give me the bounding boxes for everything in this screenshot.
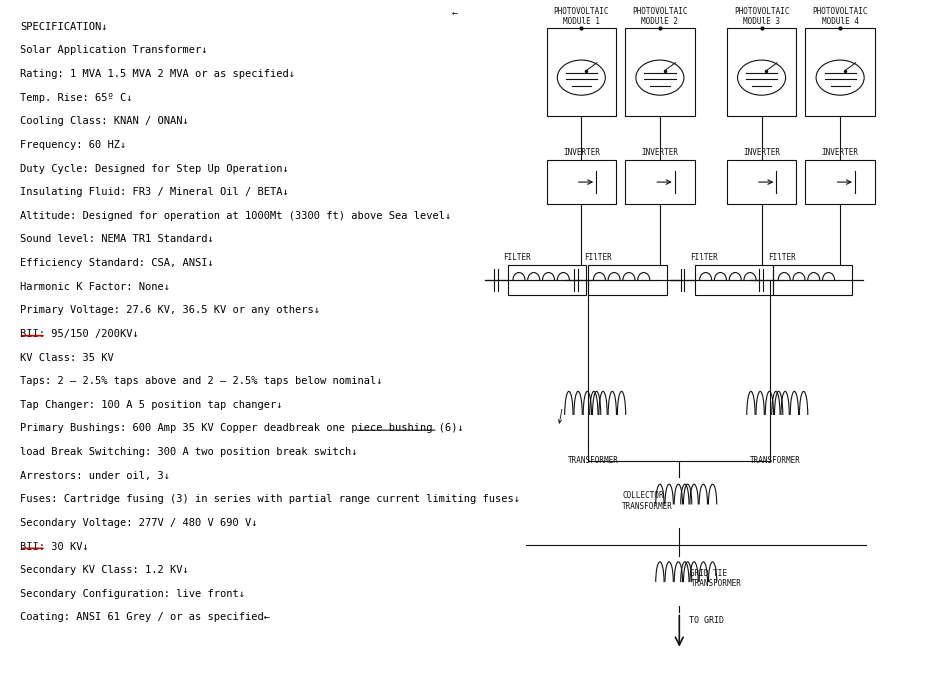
Bar (727, 160, 796, 204)
Text: load Break Switching: 300 A two position break switch↓: load Break Switching: 300 A two position… (19, 447, 358, 457)
Text: Harmonic K Factor: None↓: Harmonic K Factor: None↓ (19, 281, 170, 292)
Bar (589, 265, 667, 295)
Text: PHOTOVOLTAIC
MODUlE 2: PHOTOVOLTAIC MODUlE 2 (632, 7, 688, 26)
Text: SPECIFICATION↓: SPECIFICATION↓ (19, 22, 108, 32)
Text: Efficiency Standard: CSA, ANSI↓: Efficiency Standard: CSA, ANSI↓ (19, 258, 213, 268)
Text: Duty Cycle: Designed for Step Up Operation↓: Duty Cycle: Designed for Step Up Operati… (19, 163, 288, 174)
Text: Secondary Voltage: 277V / 480 V 690 V↓: Secondary Voltage: 277V / 480 V 690 V↓ (19, 518, 258, 528)
Text: FIlTER: FIlTER (584, 253, 612, 262)
Text: ←: ← (451, 8, 457, 18)
Text: Cooling Class: KNAN / ONAN↓: Cooling Class: KNAN / ONAN↓ (19, 116, 188, 126)
Bar (806, 28, 875, 116)
Text: Coating: ANSI 61 Grey / or as specified←: Coating: ANSI 61 Grey / or as specified← (19, 612, 270, 622)
Text: Tap Changer: 100 A 5 position tap changer↓: Tap Changer: 100 A 5 position tap change… (19, 400, 283, 410)
Bar (508, 265, 587, 295)
Bar (625, 160, 694, 204)
Text: TO GRID: TO GRID (689, 616, 724, 625)
Text: Sound level: NEMA TR1 Standard↓: Sound level: NEMA TR1 Standard↓ (19, 235, 213, 244)
Text: INVERTER: INVERTER (743, 148, 780, 157)
Text: PHOTOVOLTAIC
MODUlE 3: PHOTOVOLTAIC MODUlE 3 (734, 7, 789, 26)
Text: Rating: 1 MVA 1.5 MVA 2 MVA or as specified↓: Rating: 1 MVA 1.5 MVA 2 MVA or as specif… (19, 69, 295, 79)
Bar (547, 160, 616, 204)
Text: PHOTOVOLTAIC
MODUlE 1: PHOTOVOLTAIC MODUlE 1 (553, 7, 609, 26)
Text: PHOTOVOLTAIC
MODUlE 4: PHOTOVOLTAIC MODUlE 4 (812, 7, 868, 26)
Text: BII: 95/150 /200KV↓: BII: 95/150 /200KV↓ (19, 329, 139, 339)
Text: TRANSFORMER: TRANSFORMER (750, 456, 800, 465)
Text: INVERTER: INVERTER (563, 148, 600, 157)
Text: FIlTER: FIlTER (768, 253, 796, 262)
Text: Solar Application Transformer↓: Solar Application Transformer↓ (19, 45, 208, 56)
Bar (727, 28, 796, 116)
Text: Frequency: 60 HZ↓: Frequency: 60 HZ↓ (19, 140, 126, 150)
Text: BII: 30 KV↓: BII: 30 KV↓ (19, 542, 89, 552)
Text: Secondary Configuration: live front↓: Secondary Configuration: live front↓ (19, 589, 245, 599)
Text: GRID TIE
TRANSFORMER: GRID TIE TRANSFORMER (691, 569, 742, 589)
Text: FIlTER: FIlTER (690, 253, 717, 262)
Bar (694, 265, 773, 295)
Text: KV Class: 35 KV: KV Class: 35 KV (19, 353, 114, 363)
Bar (625, 28, 694, 116)
Bar (773, 265, 852, 295)
Bar (806, 160, 875, 204)
Bar (547, 28, 616, 116)
Text: Temp. Rise: 65º C↓: Temp. Rise: 65º C↓ (19, 93, 133, 102)
Text: COLLECTOR
TRANSFORMER: COLLECTOR TRANSFORMER (622, 492, 673, 511)
Text: Arrestors: under oil, 3↓: Arrestors: under oil, 3↓ (19, 471, 170, 481)
Text: Secondary KV Class: 1.2 KV↓: Secondary KV Class: 1.2 KV↓ (19, 565, 188, 575)
Text: FILTER: FILTER (503, 253, 531, 262)
Text: Primary Voltage: 27.6 KV, 36.5 KV or any others↓: Primary Voltage: 27.6 KV, 36.5 KV or any… (19, 305, 320, 315)
Text: Taps: 2 – 2.5% taps above and 2 – 2.5% taps below nominal↓: Taps: 2 – 2.5% taps above and 2 – 2.5% t… (19, 376, 382, 386)
Text: TRANSFORMER: TRANSFORMER (567, 456, 618, 465)
Text: INVERTER: INVERTER (821, 148, 858, 157)
Text: INVERTER: INVERTER (641, 148, 679, 157)
Text: Primary Bushings: 600 Amp 35 KV Copper deadbreak one piece bushing (6)↓: Primary Bushings: 600 Amp 35 KV Copper d… (19, 424, 463, 433)
Text: Fuses: Cartridge fusing (3) in series with partial range current limiting fuses↓: Fuses: Cartridge fusing (3) in series wi… (19, 494, 520, 504)
Text: Insulating Fluid: FR3 / Mineral Oil / BETA↓: Insulating Fluid: FR3 / Mineral Oil / BE… (19, 187, 288, 197)
Text: Altitude: Designed for operation at 1000Mt (3300 ft) above Sea level↓: Altitude: Designed for operation at 1000… (19, 211, 451, 221)
